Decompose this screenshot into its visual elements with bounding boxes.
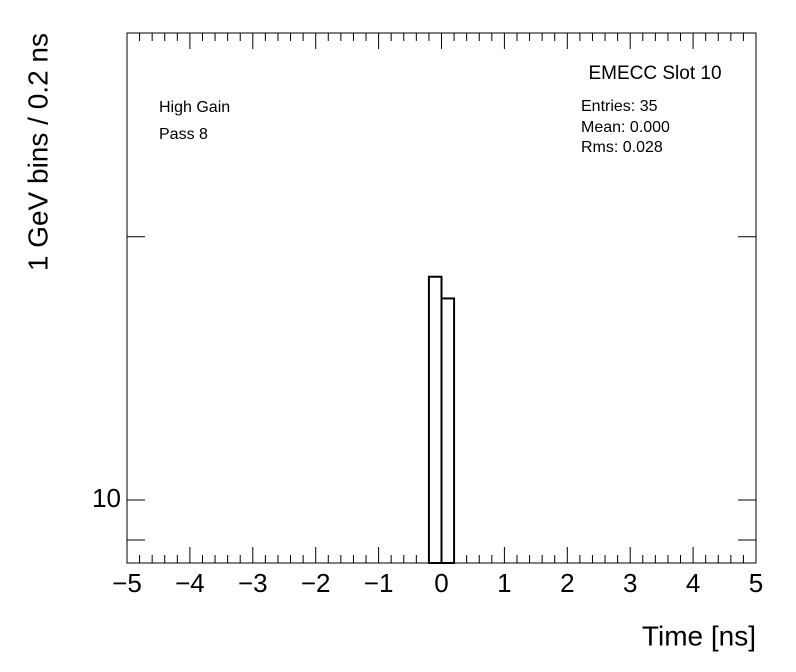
x-tick-label: 4 bbox=[686, 568, 700, 598]
y-axis-label: 1 GeV bins / 0.2 ns bbox=[22, 33, 53, 271]
x-tick-label: 5 bbox=[749, 568, 763, 598]
x-axis-label: Time [ns] bbox=[642, 620, 756, 651]
x-tick-label: 2 bbox=[560, 568, 574, 598]
x-tick-label: −1 bbox=[364, 568, 394, 598]
x-tick-label: 3 bbox=[623, 568, 637, 598]
chart-title: EMECC Slot 10 bbox=[588, 63, 721, 84]
y-tick-label: 10 bbox=[92, 483, 121, 513]
x-tick-label: −2 bbox=[301, 568, 331, 598]
bar bbox=[427, 275, 443, 564]
x-tick-label: 1 bbox=[497, 568, 511, 598]
x-tick-label: 0 bbox=[434, 568, 448, 598]
x-tick-label: −3 bbox=[238, 568, 268, 598]
annotation: Pass 8 bbox=[159, 126, 208, 143]
x-tick-label: −5 bbox=[112, 568, 142, 598]
stat-entries: Entries: 35 bbox=[581, 98, 658, 115]
annotation: High Gain bbox=[159, 99, 230, 116]
x-tick-label: −4 bbox=[175, 568, 205, 598]
stat-mean: Mean: 0.000 bbox=[581, 119, 670, 136]
bar bbox=[440, 297, 456, 564]
stat-rms: Rms: 0.028 bbox=[581, 139, 663, 156]
